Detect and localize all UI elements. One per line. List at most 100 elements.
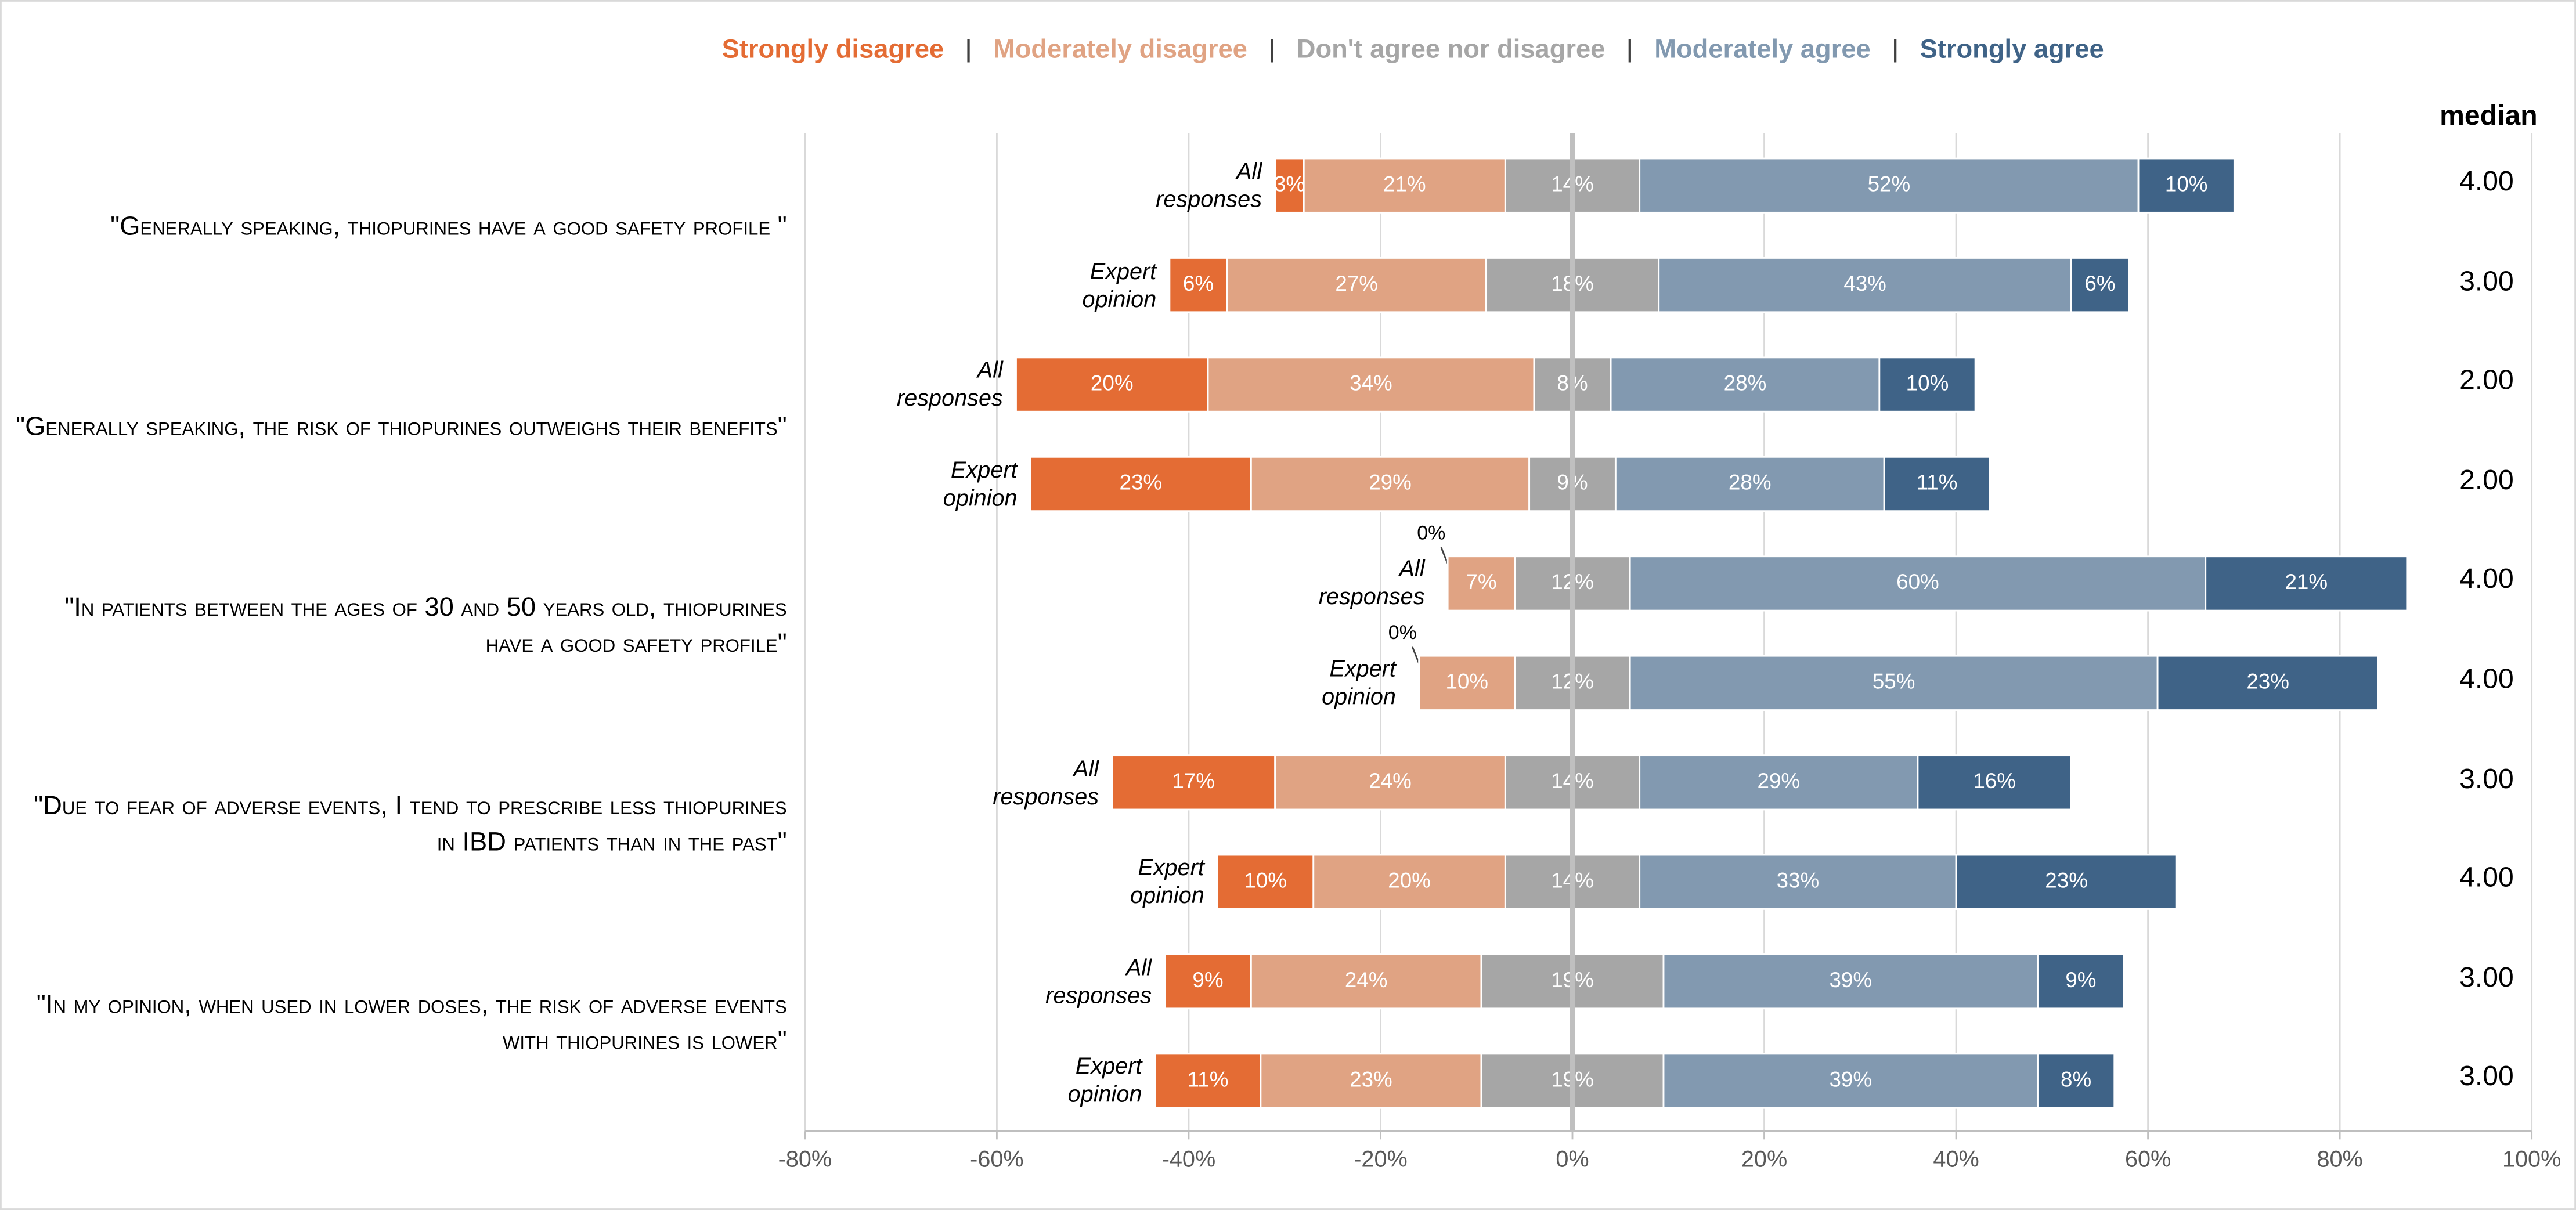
value-label: 17% — [1172, 769, 1215, 793]
value-label: 20% — [1091, 371, 1134, 395]
bar-segment — [1168, 257, 1228, 313]
value-label: 11% — [1188, 1067, 1229, 1091]
value-label: 21% — [2285, 570, 2328, 594]
median-value: 3.00 — [2459, 1061, 2514, 1093]
statement: "In my opinion, when used in lower doses… — [36, 991, 787, 1056]
median-value: 2.00 — [2459, 464, 2514, 496]
value-label: 39% — [1829, 1067, 1872, 1091]
bar-segment — [1446, 555, 1516, 612]
value-label: 16% — [1973, 769, 2016, 793]
legend-label: Moderately disagree — [993, 34, 1247, 64]
value-label: 52% — [1868, 172, 1911, 196]
value-label: 33% — [1777, 868, 1820, 892]
median-value: 4.00 — [2459, 663, 2514, 695]
bar-segment — [1154, 1053, 1262, 1109]
x-tick-label: -40% — [1162, 1147, 1215, 1172]
bar-segment — [1883, 456, 1991, 512]
row-label: Expert opinion — [1067, 1053, 1142, 1107]
row-label: Expert opinion — [1322, 655, 1396, 710]
value-label: 10% — [1906, 371, 1949, 395]
bar-segment — [1260, 1053, 1482, 1109]
bar-segment — [2137, 157, 2235, 214]
x-tick-label: -80% — [778, 1147, 832, 1172]
bar-segment — [1610, 356, 1881, 413]
value-label: 6% — [2084, 272, 2115, 295]
bar-segment — [1015, 356, 1209, 413]
x-tick-label: 40% — [1933, 1147, 1979, 1172]
value-label: 24% — [1345, 968, 1388, 992]
x-tick-label: 100% — [2502, 1147, 2561, 1172]
row-label: Expert opinion — [1082, 257, 1157, 312]
bar-segment — [1629, 655, 2159, 711]
statement: "Generally speaking, the risk of thiopur… — [16, 413, 787, 441]
value-label: 55% — [1873, 670, 1915, 694]
value-label: 10% — [2165, 172, 2208, 196]
bar-segment — [1303, 157, 1506, 214]
legend-label: Don't agree nor disagree — [1297, 34, 1606, 64]
x-tick-label: 60% — [2125, 1147, 2171, 1172]
bar-segment — [1639, 854, 1957, 910]
median-value: 3.00 — [2459, 763, 2514, 794]
value-label: 3% — [1274, 172, 1305, 196]
median-value: 2.00 — [2459, 364, 2514, 396]
value-label: 9% — [1192, 968, 1223, 992]
bar-segment — [1418, 655, 1516, 711]
value-label: 23% — [1350, 1067, 1392, 1091]
value-label: 10% — [1445, 670, 1488, 694]
row-label: Expert opinion — [943, 456, 1018, 511]
row-label: All responses — [1156, 157, 1262, 212]
value-label: 21% — [1383, 172, 1426, 196]
x-tick-label: -60% — [970, 1147, 1023, 1172]
row-label: All responses — [1045, 953, 1152, 1008]
bar-segment — [1029, 456, 1252, 512]
row-label: All responses — [993, 754, 1099, 809]
value-label: 60% — [1896, 570, 1939, 594]
statement: "In patients between the ages of 30 and … — [64, 594, 787, 658]
bar-segment — [2070, 257, 2130, 313]
value-label: 0% — [1388, 622, 1417, 644]
value-label: 24% — [1369, 769, 1412, 793]
median-value: 4.00 — [2459, 564, 2514, 595]
legend-label: Strongly disagree — [722, 34, 944, 64]
value-label: 10% — [1244, 868, 1287, 892]
legend-label: Moderately agree — [1654, 34, 1870, 64]
row-label: All responses — [897, 356, 1003, 411]
bar-segment — [1274, 754, 1506, 811]
bar-segment — [1164, 953, 1252, 1010]
median-value: 4.00 — [2459, 165, 2514, 197]
value-label: 27% — [1335, 272, 1378, 295]
value-label: 29% — [1369, 471, 1412, 494]
bar-segment — [1207, 356, 1535, 413]
bar-segment — [1639, 754, 1919, 811]
statement: "Due to fear of adverse events, I tend t… — [34, 793, 787, 857]
bar-segment — [1629, 555, 2207, 612]
x-tick-label: 0% — [1556, 1147, 1589, 1172]
leader-line — [1411, 646, 1420, 664]
leader-line — [1440, 547, 1449, 565]
bar-segment — [2205, 555, 2408, 612]
x-tick-label: 80% — [2317, 1147, 2362, 1172]
value-label: 34% — [1350, 371, 1392, 395]
median-title: median — [2440, 100, 2538, 132]
value-label: 23% — [2045, 868, 2088, 892]
bar-segment — [1250, 953, 1482, 1010]
value-label: 39% — [1829, 968, 1872, 992]
bar-segment — [1111, 754, 1276, 811]
bar-segment — [1614, 456, 1885, 512]
value-label: 29% — [1758, 769, 1801, 793]
value-label: 43% — [1843, 272, 1886, 295]
bar-segment — [1226, 257, 1487, 313]
bar-segment — [1312, 854, 1506, 910]
bar-segment — [2156, 655, 2379, 711]
statement: "Generally speaking, thiopurines have a … — [110, 214, 787, 242]
value-label: 28% — [1729, 471, 1772, 494]
value-label: 23% — [2246, 670, 2289, 694]
value-label: 28% — [1724, 371, 1767, 395]
value-label: 7% — [1466, 570, 1496, 594]
x-tick-label: 20% — [1741, 1147, 1787, 1172]
value-label: 9% — [2065, 968, 2096, 992]
value-label: 0% — [1417, 522, 1445, 544]
median-value: 3.00 — [2459, 265, 2514, 297]
